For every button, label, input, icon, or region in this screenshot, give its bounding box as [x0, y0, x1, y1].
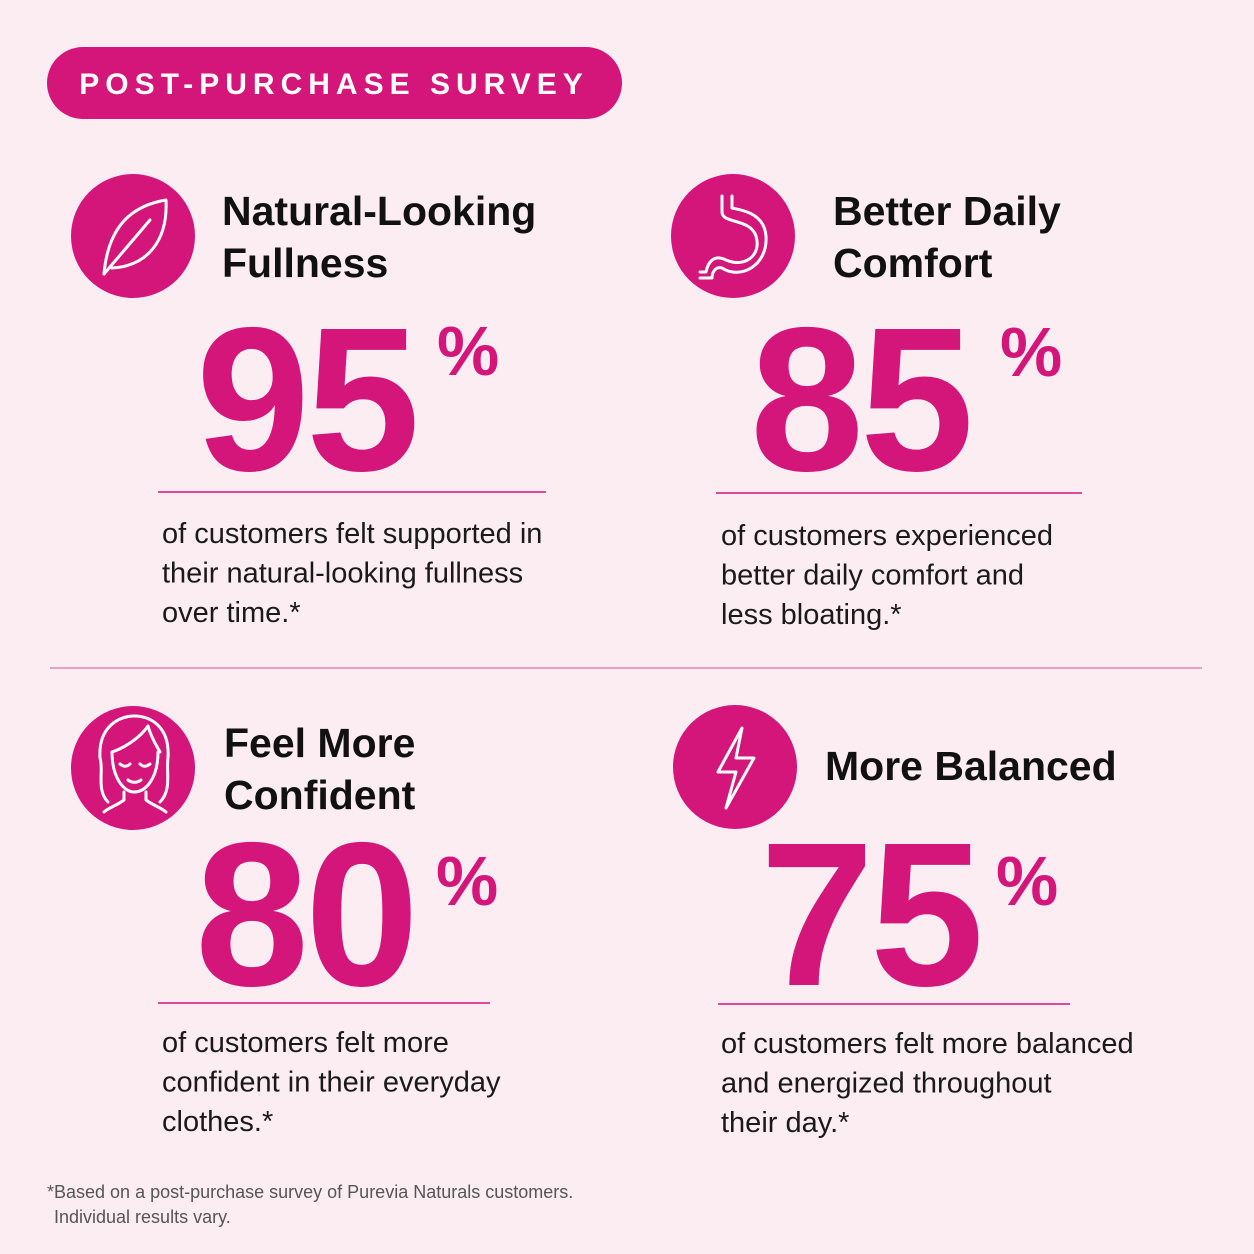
footnote: *Based on a post-purchase survey of Pure… — [47, 1182, 573, 1202]
stat-description: of customers felt supported in — [162, 518, 542, 550]
stat-title: Fullness — [222, 240, 388, 286]
stat-title: More Balanced — [825, 743, 1117, 789]
stat-description: of customers felt more — [162, 1027, 449, 1059]
face-icon — [98, 714, 170, 814]
stat-number: 75 — [760, 800, 980, 1029]
badge-text: POST-PURCHASE SURVEY — [79, 68, 589, 101]
stat-title: Comfort — [833, 240, 993, 286]
icon-circle — [673, 705, 797, 829]
leaf-icon — [102, 198, 168, 276]
icon-circle — [71, 706, 195, 830]
stat-unit: % — [1000, 313, 1062, 391]
stat-number: 95 — [196, 285, 416, 514]
stat-title: Natural-Looking — [222, 188, 536, 234]
stat-unit: % — [437, 312, 499, 390]
stat-description: of customers felt more balanced — [721, 1028, 1134, 1060]
stat-description: and energized throughout — [721, 1068, 1052, 1100]
stat-unit: % — [436, 842, 498, 920]
stat-number: 85 — [750, 285, 970, 514]
stat-description: their natural-looking fullness — [162, 558, 523, 590]
footnote: Individual results vary. — [54, 1207, 231, 1227]
icon-circle — [671, 174, 795, 298]
stat-title: Feel More — [224, 720, 415, 766]
stat-unit: % — [996, 842, 1058, 920]
stat-description: clothes.* — [162, 1106, 273, 1138]
stat-description: over time.* — [162, 597, 301, 629]
stat-title: Better Daily — [833, 188, 1061, 234]
badge — [47, 47, 622, 119]
stat-description: confident in their everyday — [162, 1067, 501, 1099]
stomach-icon — [698, 194, 768, 280]
stat-number: 80 — [195, 800, 415, 1029]
stat-description: better daily comfort and — [721, 560, 1024, 592]
stat-title: Confident — [224, 772, 416, 818]
stat-description: less bloating.* — [721, 599, 902, 631]
stat-description: of customers experienced — [721, 520, 1053, 552]
lightning-icon — [716, 726, 756, 810]
icon-circle — [71, 174, 195, 298]
stat-description: their day.* — [721, 1107, 849, 1139]
